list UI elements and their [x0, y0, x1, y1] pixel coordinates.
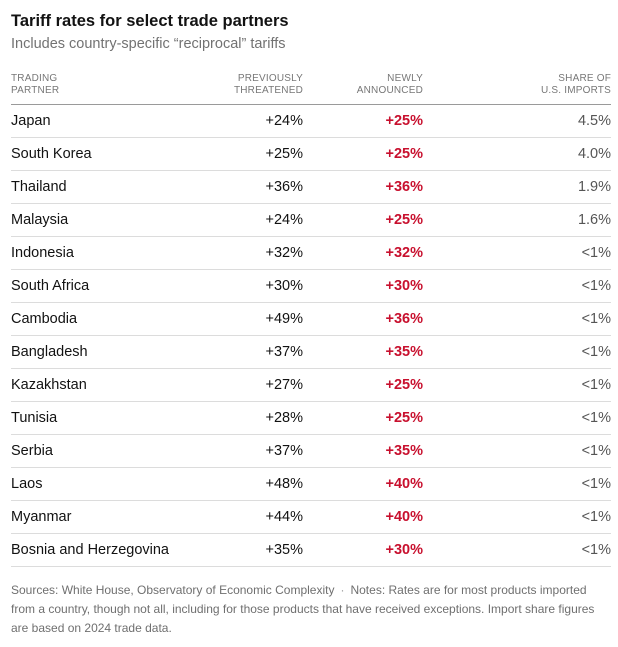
cell-trading-partner: Indonesia [11, 236, 211, 270]
cell-newly-announced: +35% [303, 434, 423, 468]
cell-share-of-imports: <1% [423, 269, 611, 303]
cell-share-of-imports: <1% [423, 335, 611, 369]
chart-title: Tariff rates for select trade partners [11, 12, 289, 30]
cell-previously-threatened: +25% [211, 137, 303, 171]
header-previously-threatened-line2: THREATENED [233, 85, 303, 96]
table-row: Thailand +36% +36% 1.9% [11, 170, 611, 204]
table-row: Cambodia +49% +36% <1% [11, 302, 611, 336]
cell-newly-announced: +40% [303, 500, 423, 534]
table-row: Bangladesh +37% +35% <1% [11, 335, 611, 369]
cell-newly-announced: +30% [303, 533, 423, 567]
cell-newly-announced: +25% [303, 137, 423, 171]
cell-newly-announced: +25% [303, 203, 423, 237]
table-body: Japan +24% +25% 4.5% South Korea +25% +25% 4.0%… [11, 104, 611, 567]
cell-share-of-imports: <1% [423, 236, 611, 270]
chart-subtitle: Includes country-specific “reciprocal” t… [11, 36, 286, 52]
cell-newly-announced: +25% [303, 104, 423, 138]
header-newly-announced: NEWLY ANNOUNCED [303, 73, 423, 105]
cell-trading-partner: Tunisia [11, 401, 211, 435]
cell-trading-partner: South Africa [11, 269, 211, 303]
cell-trading-partner: Thailand [11, 170, 211, 204]
cell-share-of-imports: <1% [423, 533, 611, 567]
cell-trading-partner: Cambodia [11, 302, 211, 336]
sources-text: Sources: White House, Observatory of Eco… [11, 583, 335, 597]
table-row: Indonesia +32% +32% <1% [11, 236, 611, 270]
cell-previously-threatened: +36% [211, 170, 303, 204]
header-row: TRADING PARTNER PREVIOUSLY THREATENED NE… [11, 73, 611, 105]
table-row: Tunisia +28% +25% <1% [11, 401, 611, 435]
cell-newly-announced: +36% [303, 302, 423, 336]
footer-notes: Sources: White House, Observatory of Eco… [11, 581, 611, 638]
table-header: TRADING PARTNER PREVIOUSLY THREATENED NE… [11, 73, 611, 105]
header-trading-partner-line2: PARTNER [11, 85, 60, 96]
table-row: Kazakhstan +27% +25% <1% [11, 368, 611, 402]
cell-newly-announced: +32% [303, 236, 423, 270]
header-previously-threatened-line1: PREVIOUSLY [237, 73, 303, 84]
cell-trading-partner: Myanmar [11, 500, 211, 534]
cell-share-of-imports: 4.5% [423, 104, 611, 138]
cell-previously-threatened: +44% [211, 500, 303, 534]
cell-share-of-imports: <1% [423, 434, 611, 468]
cell-share-of-imports: 1.6% [423, 203, 611, 237]
cell-newly-announced: +30% [303, 269, 423, 303]
header-share-of-imports-line1: SHARE OF [558, 73, 611, 84]
cell-trading-partner: Malaysia [11, 203, 211, 237]
cell-trading-partner: Kazakhstan [11, 368, 211, 402]
cell-newly-announced: +35% [303, 335, 423, 369]
header-share-of-imports: SHARE OF U.S. IMPORTS [423, 73, 611, 105]
cell-share-of-imports: 1.9% [423, 170, 611, 204]
cell-trading-partner: Japan [11, 104, 211, 138]
notes-text: Notes: Rates are for most products impor… [11, 583, 595, 635]
table-row: Laos +48% +40% <1% [11, 467, 611, 501]
cell-trading-partner: Bosnia and Herzegovina [11, 533, 211, 567]
table-row: Myanmar +44% +40% <1% [11, 500, 611, 534]
cell-newly-announced: +25% [303, 401, 423, 435]
tariff-table: TRADING PARTNER PREVIOUSLY THREATENED NE… [11, 73, 611, 567]
cell-share-of-imports: <1% [423, 500, 611, 534]
cell-previously-threatened: +37% [211, 335, 303, 369]
table-row: Bosnia and Herzegovina +35% +30% <1% [11, 533, 611, 567]
cell-trading-partner: Bangladesh [11, 335, 211, 369]
cell-newly-announced: +25% [303, 368, 423, 402]
table-row: Japan +24% +25% 4.5% [11, 104, 611, 138]
cell-previously-threatened: +27% [211, 368, 303, 402]
cell-share-of-imports: <1% [423, 302, 611, 336]
cell-share-of-imports: <1% [423, 368, 611, 402]
header-trading-partner: TRADING PARTNER [11, 73, 211, 105]
header-newly-announced-line1: NEWLY [387, 73, 423, 84]
cell-previously-threatened: +28% [211, 401, 303, 435]
table-row: South Korea +25% +25% 4.0% [11, 137, 611, 171]
cell-previously-threatened: +35% [211, 533, 303, 567]
header-previously-threatened: PREVIOUSLY THREATENED [211, 73, 303, 105]
table-row: Serbia +37% +35% <1% [11, 434, 611, 468]
footer-separator: · [340, 583, 345, 597]
table-graphic: Tariff rates for select trade partners I… [11, 10, 611, 638]
cell-newly-announced: +40% [303, 467, 423, 501]
cell-trading-partner: South Korea [11, 137, 211, 171]
cell-previously-threatened: +37% [211, 434, 303, 468]
header-share-of-imports-line2: U.S. IMPORTS [540, 85, 611, 96]
table-row: South Africa +30% +30% <1% [11, 269, 611, 303]
cell-share-of-imports: <1% [423, 467, 611, 501]
header-trading-partner-line1: TRADING [11, 73, 58, 84]
cell-previously-threatened: +48% [211, 467, 303, 501]
cell-previously-threatened: +24% [211, 104, 303, 138]
cell-newly-announced: +36% [303, 170, 423, 204]
cell-previously-threatened: +49% [211, 302, 303, 336]
cell-trading-partner: Serbia [11, 434, 211, 468]
cell-share-of-imports: <1% [423, 401, 611, 435]
cell-trading-partner: Laos [11, 467, 211, 501]
table-row: Malaysia +24% +25% 1.6% [11, 203, 611, 237]
cell-previously-threatened: +32% [211, 236, 303, 270]
cell-previously-threatened: +30% [211, 269, 303, 303]
cell-share-of-imports: 4.0% [423, 137, 611, 171]
cell-previously-threatened: +24% [211, 203, 303, 237]
header-newly-announced-line2: ANNOUNCED [356, 85, 423, 96]
